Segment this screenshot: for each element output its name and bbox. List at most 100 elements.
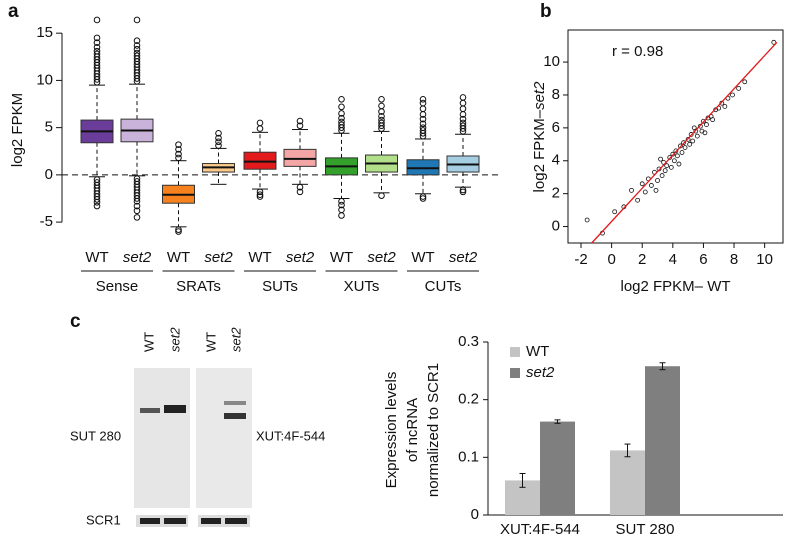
panel-label: c xyxy=(70,311,81,332)
band xyxy=(224,413,246,419)
outlier xyxy=(460,100,466,106)
x-tick-label: 10 xyxy=(756,251,773,268)
point xyxy=(663,169,667,173)
band xyxy=(225,518,247,524)
y-tick-label: 0 xyxy=(45,166,53,183)
x-tick-label: WT xyxy=(85,249,108,266)
x-tick-label: -2 xyxy=(574,251,587,268)
band-label: XUT:4F-544 xyxy=(256,428,325,443)
x-tick-label: 0 xyxy=(607,251,615,268)
lane-label: set2 xyxy=(228,327,243,352)
point xyxy=(636,198,640,202)
point xyxy=(723,104,727,108)
point xyxy=(677,162,681,166)
y-tick-label: 5 xyxy=(45,119,53,136)
outlier xyxy=(134,215,140,221)
y-tick-label: 0.1 xyxy=(458,448,479,465)
point xyxy=(659,157,663,161)
x-tick-label: SUT 280 xyxy=(616,521,675,538)
band-label: SUT 280 xyxy=(70,428,121,443)
point xyxy=(704,123,708,127)
y-axis-label-part: log2 FPKM– xyxy=(531,109,548,192)
x-tick-label: set2 xyxy=(123,249,152,266)
point xyxy=(643,190,647,194)
band xyxy=(164,405,186,413)
band xyxy=(201,518,221,524)
group-label: SUTs xyxy=(262,278,298,295)
y-axis-label-part: set2 xyxy=(531,81,548,110)
point xyxy=(669,165,673,169)
point xyxy=(737,86,741,90)
outlier xyxy=(420,96,426,102)
outlier xyxy=(379,103,385,109)
point xyxy=(731,93,735,97)
y-tick-label: 10 xyxy=(543,53,560,70)
lane-label: set2 xyxy=(167,327,182,352)
outlier xyxy=(460,106,466,112)
plot-frame xyxy=(568,30,783,243)
x-tick-label: WT xyxy=(167,249,190,266)
lane-label: WT xyxy=(141,332,156,352)
point xyxy=(743,80,747,84)
y-axis-label: normalized to SCR1 xyxy=(425,363,442,497)
group-label: CUTs xyxy=(425,278,462,295)
panel-label: a xyxy=(8,1,19,22)
y-axis-label: Expression levels xyxy=(383,372,400,489)
blot-right xyxy=(196,368,252,508)
y-tick-label: 4 xyxy=(552,152,560,169)
bar xyxy=(610,450,645,515)
x-tick-label: set2 xyxy=(204,249,233,266)
outlier xyxy=(460,95,466,101)
point xyxy=(688,142,692,146)
point xyxy=(683,146,687,150)
outlier xyxy=(339,96,345,102)
bar xyxy=(540,422,575,515)
blot-image xyxy=(134,368,252,527)
x-tick-label: set2 xyxy=(286,249,315,266)
panel-label: b xyxy=(540,1,552,22)
outlier xyxy=(379,193,385,199)
band xyxy=(224,401,246,405)
y-axis-label: of ncRNA xyxy=(404,398,421,462)
y-axis-label: log2 FPKM xyxy=(9,93,26,167)
outlier xyxy=(134,17,140,23)
legend-label: WT xyxy=(526,343,549,360)
group-label: Sense xyxy=(96,278,139,295)
legend-swatch xyxy=(510,347,520,357)
band-label: SCR1 xyxy=(86,512,121,527)
legend-swatch xyxy=(510,368,520,378)
point xyxy=(680,151,684,155)
y-tick-label: 10 xyxy=(36,71,53,88)
outlier xyxy=(420,106,426,112)
annotation: r = 0.98 xyxy=(612,43,663,60)
y-tick-label: 8 xyxy=(552,86,560,103)
x-tick-label: WT xyxy=(411,249,434,266)
y-tick-label: 6 xyxy=(552,119,560,136)
band xyxy=(140,518,160,524)
band xyxy=(140,408,160,413)
outlier xyxy=(94,17,100,23)
group-label: SRATs xyxy=(176,278,221,295)
point xyxy=(695,134,699,138)
point xyxy=(672,159,676,163)
point xyxy=(692,126,696,130)
point xyxy=(660,174,664,178)
x-tick-label: XUT:4F-544 xyxy=(500,521,580,538)
x-tick-label: set2 xyxy=(367,249,396,266)
y-tick-label: 0 xyxy=(471,506,479,523)
x-tick-label: set2 xyxy=(449,249,478,266)
point xyxy=(654,188,658,192)
outlier xyxy=(257,120,263,126)
x-tick-label: 8 xyxy=(730,251,738,268)
point xyxy=(630,188,634,192)
y-tick-label: 0.2 xyxy=(458,391,479,408)
point xyxy=(585,218,589,222)
y-tick-label: 15 xyxy=(36,24,53,41)
y-tick-label: 2 xyxy=(552,185,560,202)
outlier xyxy=(339,104,345,110)
group-label: XUTs xyxy=(344,278,380,295)
x-tick-label: WT xyxy=(330,249,353,266)
point xyxy=(675,154,679,158)
x-tick-label: WT xyxy=(248,249,271,266)
